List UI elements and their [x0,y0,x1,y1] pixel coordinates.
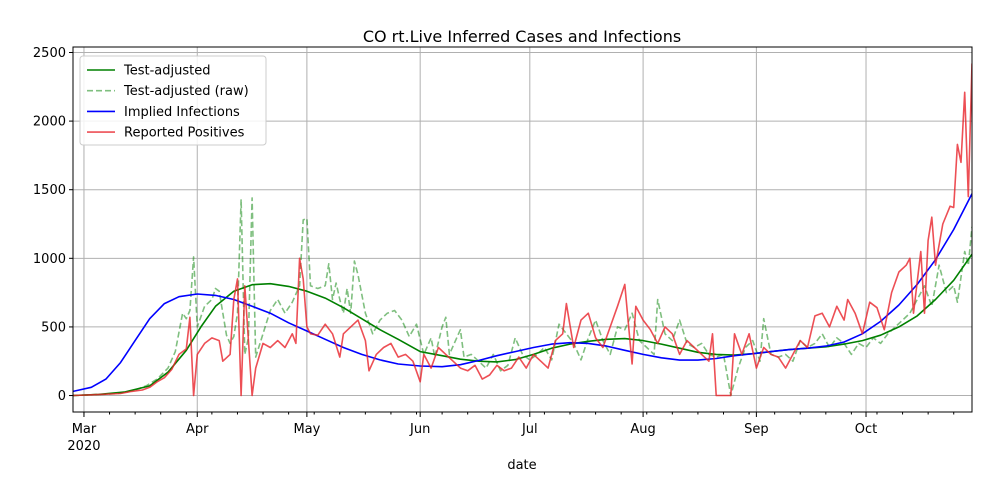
y-tick-label: 1000 [33,252,66,267]
x-tick-label: Oct [855,422,877,437]
x-tick-label: Mar [72,422,97,437]
y-tick-label: 500 [41,320,66,335]
x-tick-label: Jun [409,422,430,437]
series-lines [73,63,972,397]
legend-label-implied-infections: Implied Infections [124,105,240,120]
x-tick-label: Apr [186,422,209,437]
y-tick-label: 0 [58,389,66,404]
x-tick-label: May [293,422,320,437]
y-tick-label: 1500 [33,183,66,198]
x-axis-label: date [507,458,536,473]
y-axis: 0 500 1000 1500 2000 2500 [33,46,73,404]
x-tick-label: Sep [744,422,769,437]
legend-label-test-adjusted: Test-adjusted [123,64,210,79]
legend-label-reported-positives: Reported Positives [124,126,245,141]
y-tick-label: 2500 [33,46,66,61]
x-axis: Mar 2020 Apr May Jun Jul Aug Sep Oct [67,412,955,454]
x-tick-label: Jul [521,422,538,437]
x-tick-label: Aug [630,422,655,437]
legend: Test-adjusted Test-adjusted (raw) Implied … [79,55,267,146]
series-line-test-adjusted-raw [73,197,972,397]
plot-frame [72,46,973,413]
chart-title: CO rt.Live Inferred Cases and Infections [363,27,681,46]
series-line-implied-infections [73,193,972,393]
x-tick-sublabel: 2020 [67,439,100,454]
series-line-reported-positives [73,63,972,397]
legend-box [79,55,267,146]
legend-label-test-adjusted-raw: Test-adjusted (raw) [123,84,249,99]
y-tick-label: 2000 [33,115,66,130]
